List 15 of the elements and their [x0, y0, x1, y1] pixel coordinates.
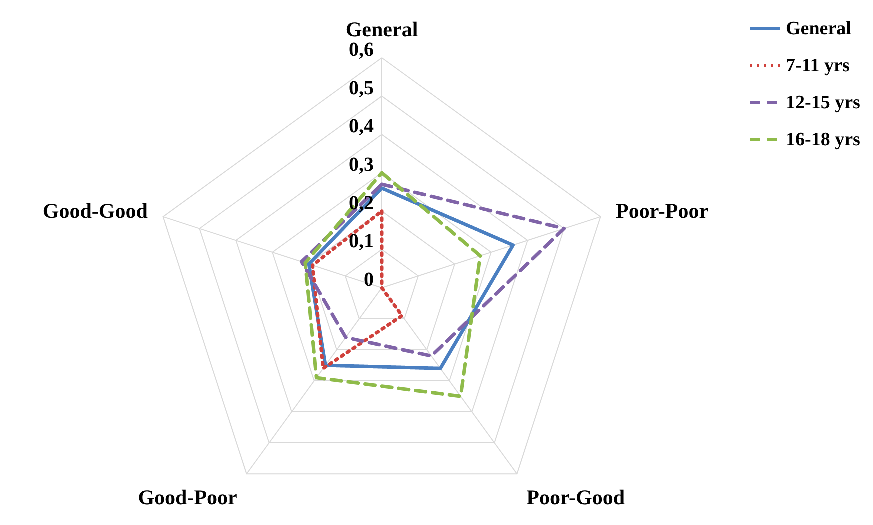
legend-label: 12-15 yrs: [786, 92, 860, 114]
spoke-label: Good-Poor: [138, 486, 238, 510]
y-tick-label: 0,3: [349, 154, 374, 176]
spoke-label: Poor-Poor: [616, 198, 709, 223]
y-tick-label: 0,6: [349, 39, 374, 61]
spoke-label: General: [346, 17, 418, 42]
spoke-label: Poor-Good: [526, 486, 626, 510]
y-tick-label: 0,1: [349, 230, 374, 253]
y-tick-label: 0,4: [349, 116, 374, 138]
legend-label: General: [786, 18, 852, 40]
spoke-label: Good-Good: [42, 198, 148, 223]
legend-label: 16-18 yrs: [786, 130, 860, 150]
y-tick-label: 0: [364, 269, 374, 291]
y-tick-label: 0,5: [349, 77, 374, 100]
legend-label: 7-11 yrs: [786, 56, 850, 76]
